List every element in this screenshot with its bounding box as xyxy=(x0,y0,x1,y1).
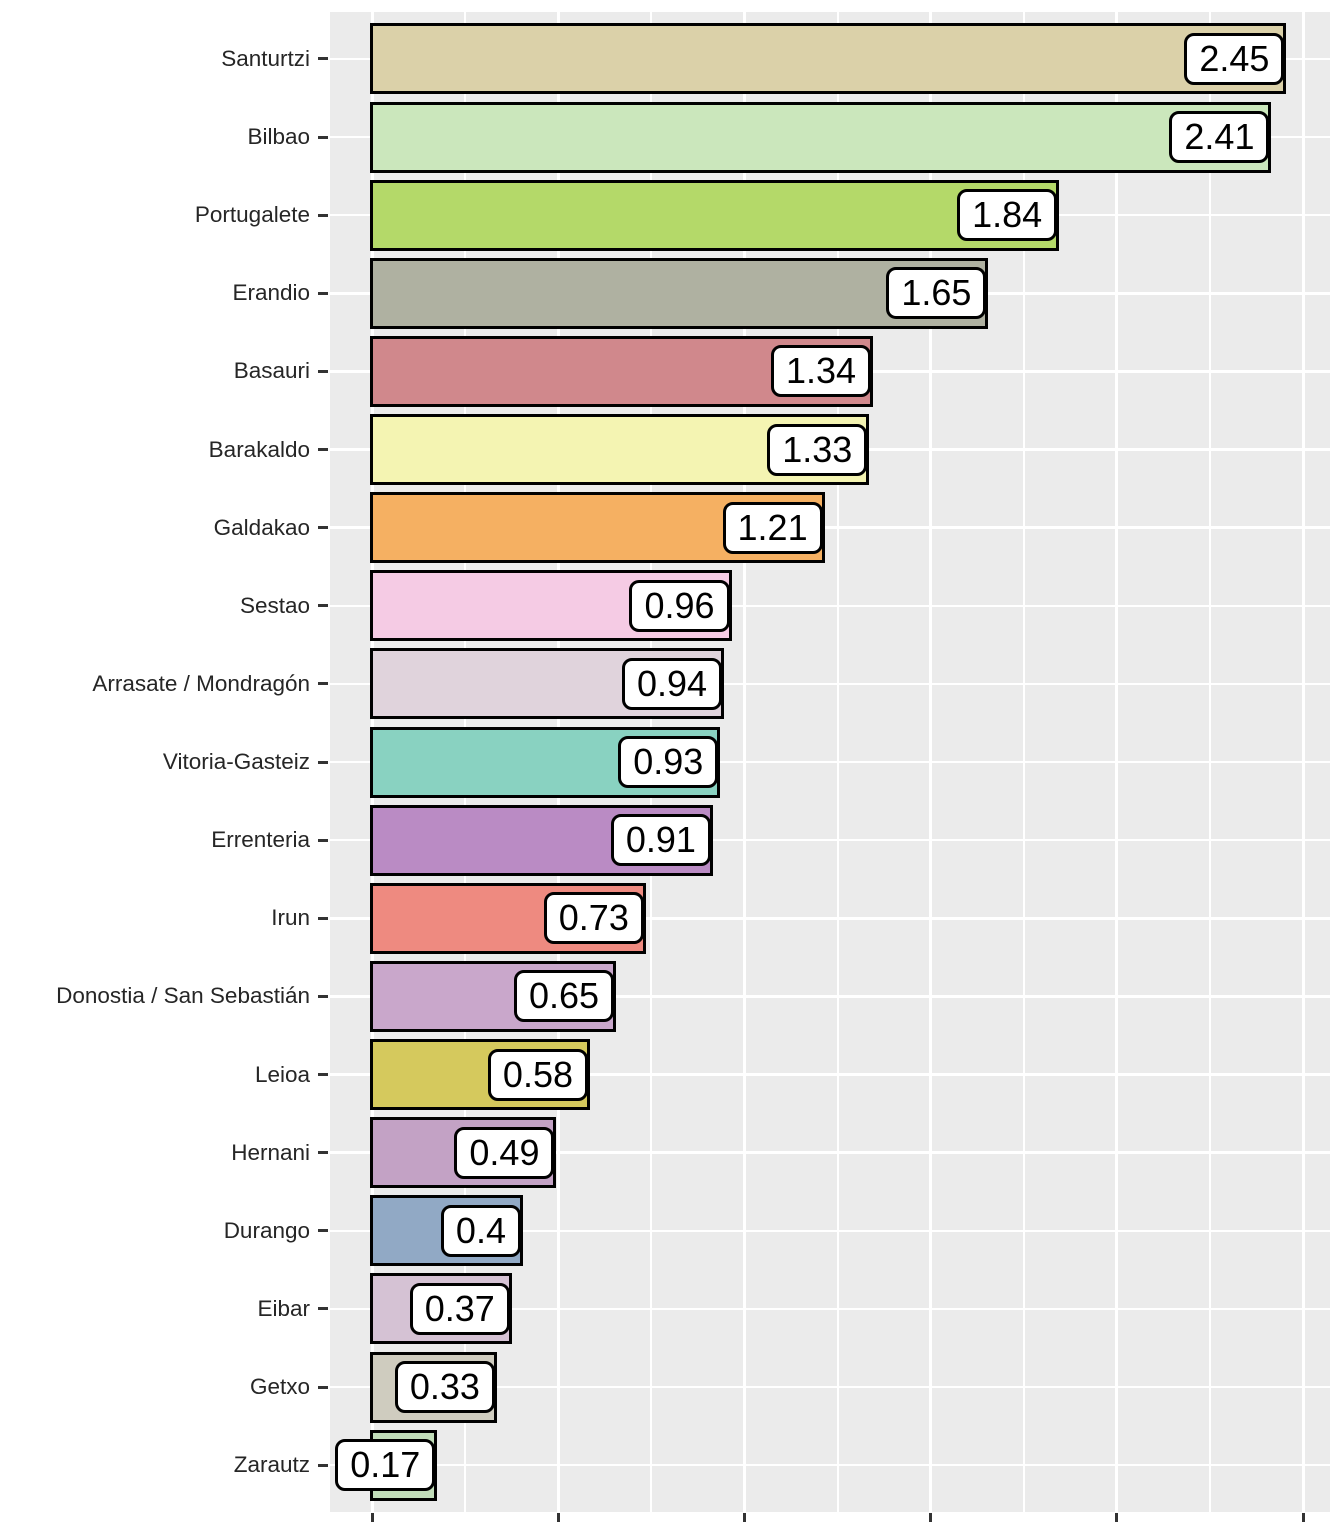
y-axis-label: Basauri xyxy=(233,358,310,384)
gridline-horizontal xyxy=(330,760,1330,764)
bar-value-label: 0.37 xyxy=(409,1282,510,1335)
y-axis-tick xyxy=(318,1307,328,1311)
bar-value-label: 0.4 xyxy=(440,1204,521,1257)
gridline-horizontal xyxy=(330,995,1330,998)
y-axis-tick xyxy=(318,291,328,295)
gridline-vertical-minor xyxy=(1208,12,1211,1512)
bar-value-label: 0.91 xyxy=(610,814,711,867)
bar-value-label: 0.33 xyxy=(394,1361,495,1413)
y-axis-tick xyxy=(318,1073,328,1076)
bar-value-label: 1.34 xyxy=(770,345,872,398)
y-axis-tick xyxy=(318,1229,328,1233)
y-axis-label: Hernani xyxy=(231,1139,310,1165)
x-axis-tick xyxy=(1301,1513,1305,1522)
x-axis-tick xyxy=(556,1513,560,1522)
gridline-vertical-minor xyxy=(836,12,839,1512)
y-axis-label: Donostia / San Sebastián xyxy=(56,983,310,1009)
bar xyxy=(370,101,1272,173)
bar-value-label: 1.84 xyxy=(957,189,1058,242)
bar-value-label: 0.49 xyxy=(454,1126,555,1179)
bar xyxy=(370,179,1060,251)
y-axis-label: Bilbao xyxy=(247,124,310,149)
gridline-horizontal xyxy=(330,604,1330,607)
y-axis-tick xyxy=(318,1385,328,1389)
y-axis-label: Zarautz xyxy=(233,1452,310,1478)
bar-value-label: 2.41 xyxy=(1169,111,1270,163)
gridline-horizontal xyxy=(330,1385,1330,1389)
y-axis-tick xyxy=(318,916,328,920)
plot-panel: 2.45 2.41 1.84 1.65 1.34 1.33 1.21 0.96 0.94 0.93… xyxy=(330,12,1330,1512)
gridline-horizontal xyxy=(330,838,1330,842)
bar-value-label: 1.33 xyxy=(767,423,868,476)
bar-value-label: 0.58 xyxy=(487,1048,588,1101)
gridline-horizontal xyxy=(330,682,1330,686)
y-axis-tick xyxy=(318,526,328,530)
gridline-horizontal xyxy=(330,1151,1330,1154)
y-axis-label: Eibar xyxy=(257,1295,310,1321)
bar-value-label: 1.21 xyxy=(722,501,823,554)
bar-value-label: 0.65 xyxy=(513,970,615,1023)
y-axis-label: Santurtzi xyxy=(221,45,310,71)
bar-value-label: 0.94 xyxy=(621,657,723,710)
y-axis-tick xyxy=(318,1463,328,1467)
bar-value-label: 0.96 xyxy=(629,579,730,632)
y-axis-label: Vitoria-Gasteiz xyxy=(162,749,310,774)
y-axis-label: Barakaldo xyxy=(208,436,310,462)
y-axis-tick xyxy=(318,604,328,608)
x-axis-tick xyxy=(742,1513,746,1522)
y-axis-tick xyxy=(318,682,328,686)
y-axis-tick xyxy=(318,57,328,61)
y-axis-label: Sestao xyxy=(239,592,310,618)
gridline-vertical-major xyxy=(1301,12,1305,1512)
y-axis-label: Galdakao xyxy=(213,514,310,540)
bar-value-label: 0.73 xyxy=(543,892,644,945)
x-axis-tick xyxy=(929,1513,933,1522)
y-axis-label: Errenteria xyxy=(211,827,310,853)
y-axis-tick xyxy=(318,369,328,373)
y-axis-label: Irun xyxy=(271,905,310,931)
bar-value-label: 2.45 xyxy=(1184,32,1285,85)
gridline-vertical-major xyxy=(929,12,933,1512)
gridline-horizontal xyxy=(330,526,1330,529)
gridline-horizontal xyxy=(330,1463,1330,1467)
y-axis-tick xyxy=(318,838,328,842)
y-axis-tick xyxy=(318,135,328,139)
y-axis-label: Leioa xyxy=(254,1061,310,1087)
gridline-horizontal xyxy=(330,1073,1330,1076)
y-axis-tick xyxy=(318,760,328,764)
y-axis-label: Getxo xyxy=(249,1374,310,1399)
gridline-horizontal xyxy=(330,1307,1330,1311)
y-axis-tick xyxy=(318,448,328,451)
y-axis-tick xyxy=(318,994,328,998)
gridline-vertical-major xyxy=(742,12,746,1512)
bar-value-label: 0.17 xyxy=(335,1439,436,1492)
gridline-vertical-major xyxy=(1115,12,1119,1512)
y-axis-label: Durango xyxy=(223,1217,310,1243)
gridline-vertical-minor xyxy=(1022,12,1025,1512)
gridline-horizontal xyxy=(330,917,1330,920)
y-axis-label: Erandio xyxy=(232,280,310,306)
y-axis-label: Portugalete xyxy=(194,202,310,228)
x-axis-tick xyxy=(1115,1513,1119,1522)
y-axis-tick xyxy=(318,1151,328,1155)
y-axis-tick xyxy=(318,213,328,217)
bar-value-label: 0.93 xyxy=(618,736,719,788)
bar xyxy=(370,257,989,329)
x-axis-tick xyxy=(370,1513,374,1522)
y-axis-label: Arrasate / Mondragón xyxy=(92,670,310,696)
bar xyxy=(370,23,1287,95)
bar-value-label: 1.65 xyxy=(886,267,987,320)
gridline-horizontal xyxy=(330,1229,1330,1232)
